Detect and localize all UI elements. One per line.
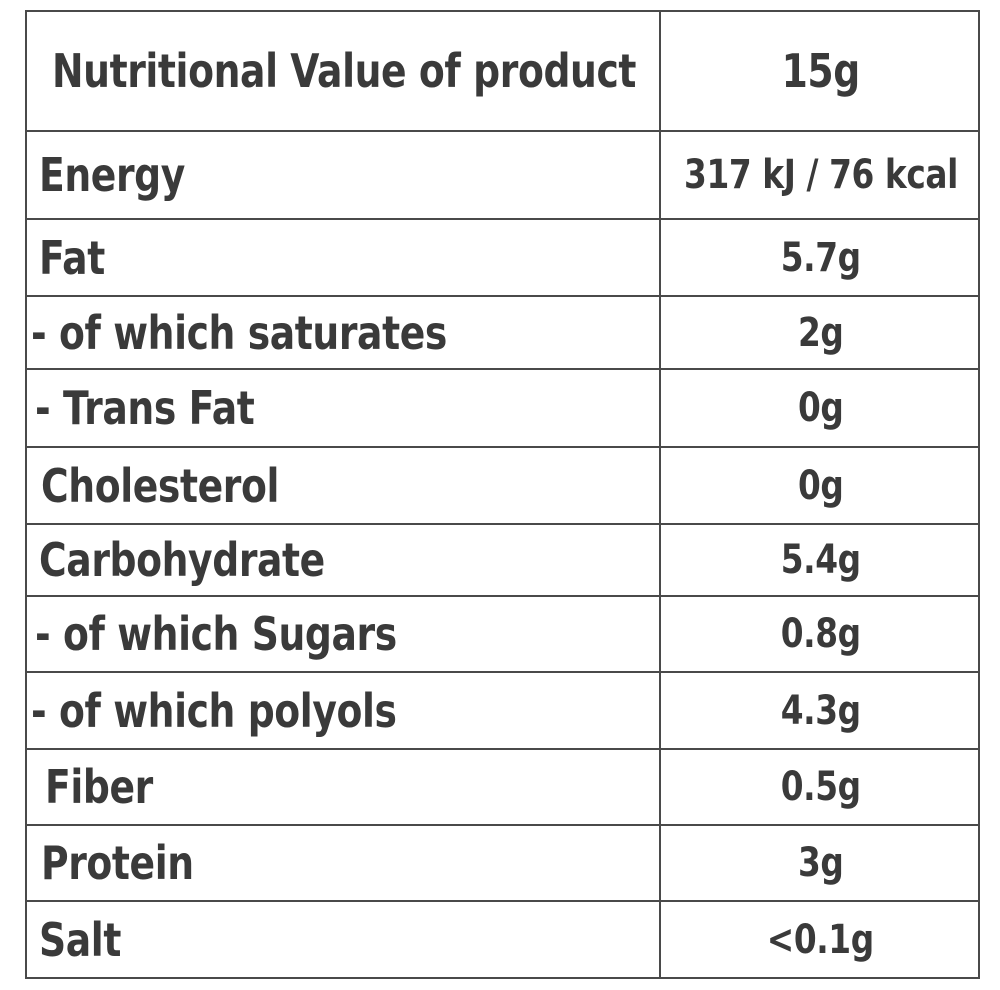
- table-row-saturates: - of which saturates 2g: [27, 297, 978, 370]
- row-value: 4.3g: [780, 687, 861, 734]
- row-value: 317 kJ / 76 kcal: [683, 152, 958, 198]
- header-label: Nutritional Value of product: [52, 44, 637, 98]
- row-value: <0.1g: [766, 916, 875, 963]
- row-value: 0.5g: [780, 764, 861, 810]
- row-label: Carbohydrate: [39, 533, 325, 587]
- row-label: Fiber: [45, 760, 153, 814]
- row-value: 0g: [797, 462, 844, 509]
- table-row-fat: Fat 5.7g: [27, 220, 978, 297]
- row-value: 0g: [797, 385, 844, 431]
- table-row-fiber: Fiber 0.5g: [27, 750, 978, 826]
- row-label: - of which Sugars: [35, 607, 397, 661]
- table-row-trans-fat: - Trans Fat 0g: [27, 370, 978, 448]
- nutrition-table: Nutritional Value of product 15g Energy …: [25, 10, 980, 979]
- row-value: 5.7g: [780, 234, 861, 281]
- header-value: 15g: [781, 44, 860, 98]
- row-value: 3g: [797, 840, 844, 886]
- row-label: Protein: [41, 836, 194, 890]
- row-label: Cholesterol: [41, 458, 279, 513]
- table-row-energy: Energy 317 kJ / 76 kcal: [27, 132, 978, 220]
- column-divider: [659, 12, 661, 977]
- row-label: - Trans Fat: [35, 381, 255, 435]
- table-row-polyols: - of which polyols 4.3g: [27, 673, 978, 750]
- table-row-carbohydrate: Carbohydrate 5.4g: [27, 525, 978, 597]
- row-label: Salt: [39, 912, 121, 967]
- table-header-row: Nutritional Value of product 15g: [27, 12, 978, 132]
- table-row-protein: Protein 3g: [27, 826, 978, 902]
- row-value: 0.8g: [780, 611, 861, 657]
- table-row-salt: Salt <0.1g: [27, 902, 978, 979]
- row-value: 2g: [797, 309, 844, 356]
- table-row-sugars: - of which Sugars 0.8g: [27, 597, 978, 673]
- row-label: - of which polyols: [31, 683, 397, 738]
- row-label: Fat: [39, 230, 105, 285]
- row-value: 5.4g: [780, 537, 861, 583]
- row-label: - of which saturates: [31, 305, 447, 360]
- row-label: Energy: [39, 148, 185, 202]
- table-row-cholesterol: Cholesterol 0g: [27, 448, 978, 525]
